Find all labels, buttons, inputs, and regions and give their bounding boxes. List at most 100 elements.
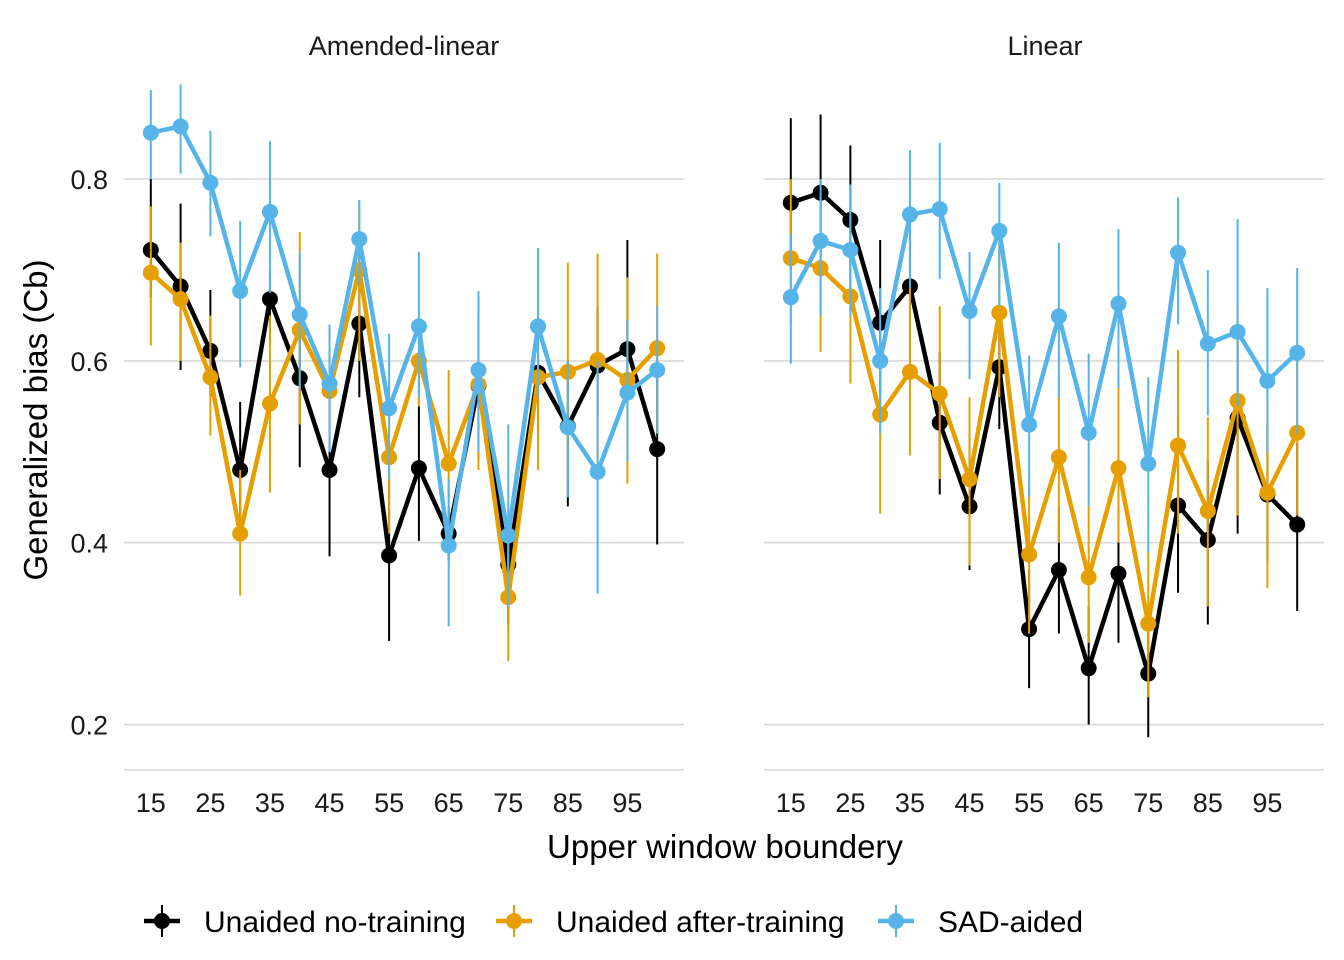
data-point	[232, 525, 249, 542]
data-point	[261, 291, 278, 308]
data-point	[589, 352, 606, 368]
data-point	[1199, 335, 1216, 352]
data-point	[172, 291, 189, 308]
x-ticks-amended-linear: 15 25 35 45 55 65 75 85 95	[136, 788, 643, 818]
legend-key-point	[154, 913, 170, 929]
x-tick-label-linear: 45	[955, 788, 985, 818]
data-point	[619, 384, 636, 401]
data-point	[1050, 308, 1067, 325]
data-point	[381, 400, 398, 417]
legend-key-point	[888, 913, 904, 929]
data-point	[202, 174, 219, 191]
data-point	[321, 462, 338, 478]
legend-label: Unaided no-training	[204, 906, 466, 939]
x-ticks-linear: 15 25 35 45 55 65 75 85 95	[776, 788, 1283, 818]
data-point	[1080, 660, 1097, 677]
data-point	[1021, 546, 1038, 563]
legend-label: SAD-aided	[938, 906, 1083, 939]
data-point	[261, 395, 278, 412]
x-tick-label-amended-linear: 45	[315, 788, 345, 818]
data-point	[470, 362, 487, 378]
data-point	[1170, 244, 1187, 261]
panel-title-amended-linear: Amended-linear	[309, 31, 500, 61]
series-unaided-after-training	[142, 206, 666, 661]
data-point	[172, 118, 189, 135]
x-tick-label-linear: 95	[1252, 788, 1282, 818]
series-line-unaided-after-training	[149, 267, 659, 600]
data-point	[559, 419, 576, 436]
data-point	[1259, 372, 1276, 389]
data-point	[142, 124, 159, 141]
series-amended-linear	[142, 84, 666, 661]
data-point	[261, 203, 278, 220]
data-point	[961, 471, 978, 488]
data-point	[1080, 569, 1097, 586]
x-tick-label-amended-linear: 25	[195, 788, 225, 818]
x-tick-label-amended-linear: 95	[612, 788, 642, 818]
y-tick-label: 0.8	[70, 165, 108, 195]
data-point	[500, 527, 517, 544]
data-point	[842, 242, 859, 258]
data-point	[1229, 323, 1246, 340]
data-point	[1289, 516, 1306, 533]
x-tick-label-amended-linear: 35	[255, 788, 285, 818]
series-linear	[782, 114, 1306, 738]
data-point	[1110, 565, 1127, 582]
y-tick-label: 0.2	[70, 711, 108, 741]
data-point	[901, 363, 918, 380]
data-point	[901, 206, 918, 223]
data-point	[351, 231, 368, 248]
data-point	[142, 264, 159, 281]
data-point	[931, 201, 948, 218]
panel-amended-linear: Amended-linear 15 25 35 45 55 65 75 85 95	[124, 31, 684, 818]
y-ticks: 0.2 0.4 0.6 0.8	[70, 165, 108, 740]
data-point	[381, 547, 398, 564]
data-point	[649, 362, 666, 378]
x-tick-label-amended-linear: 55	[374, 788, 404, 818]
panel-linear: Linear 15 25 35 45 55 65 75 85 95	[764, 31, 1324, 818]
data-point	[782, 289, 799, 306]
legend-key-point	[506, 913, 522, 929]
data-point	[1110, 460, 1127, 477]
x-tick-label-amended-linear: 75	[493, 788, 523, 818]
data-point	[410, 460, 427, 477]
data-point	[1080, 424, 1097, 441]
series-line-sad-aided	[150, 124, 659, 548]
series-line-unaided-no-training	[790, 190, 1299, 676]
series-unaided-no-training	[782, 114, 1306, 738]
data-point	[1140, 615, 1157, 632]
x-tick-label-linear: 55	[1014, 788, 1044, 818]
panel-title-linear: Linear	[1007, 31, 1082, 61]
data-point	[589, 463, 606, 480]
data-point	[872, 352, 889, 369]
data-point	[1050, 562, 1067, 578]
data-point	[1170, 437, 1187, 454]
data-point	[1289, 344, 1306, 361]
data-point	[991, 304, 1008, 321]
x-tick-label-amended-linear: 65	[434, 788, 464, 818]
data-point	[440, 455, 457, 472]
x-axis-title: Upper window boundery	[547, 828, 903, 865]
data-point	[410, 318, 427, 335]
x-tick-label-amended-linear: 85	[553, 788, 583, 818]
x-tick-label-linear: 15	[776, 788, 806, 818]
legend-item-unaided-after-training: Unaided after-training	[496, 905, 845, 939]
data-point	[991, 222, 1008, 239]
grid-linear	[764, 178, 1324, 771]
x-tick-label-amended-linear: 15	[136, 788, 166, 818]
y-tick-label: 0.6	[70, 347, 108, 377]
data-point	[1259, 484, 1276, 501]
data-point	[1050, 449, 1067, 466]
data-point	[812, 232, 829, 249]
legend-item-sad-aided: SAD-aided	[878, 905, 1083, 939]
y-axis-title: Generalized bias (Cb)	[17, 260, 54, 581]
data-point	[1199, 502, 1216, 519]
data-point	[961, 302, 978, 319]
x-tick-label-linear: 65	[1074, 788, 1104, 818]
data-point	[232, 282, 249, 299]
legend: Unaided no-training Unaided after-trainin…	[144, 905, 1083, 939]
data-point	[321, 375, 338, 392]
x-tick-label-linear: 25	[835, 788, 865, 818]
legend-item-unaided-no-training: Unaided no-training	[144, 905, 466, 939]
